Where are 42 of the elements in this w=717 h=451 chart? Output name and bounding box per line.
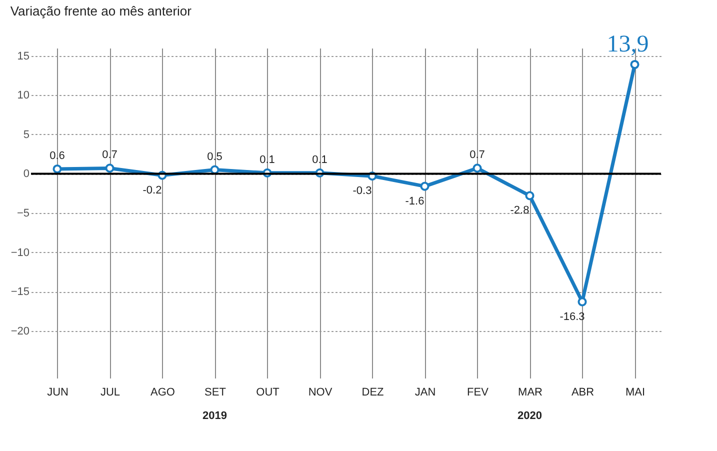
y-tick-label: −5	[16, 208, 30, 220]
data-label: -0.3	[352, 185, 372, 198]
point	[472, 164, 482, 173]
x-tick-label: JUL	[100, 386, 120, 398]
x-tick-label: AGO	[150, 386, 176, 398]
data-label: 0.7	[470, 149, 485, 162]
point	[578, 297, 587, 306]
y-tick-label: −15	[10, 286, 30, 298]
x-tick-label: NOV	[308, 386, 333, 398]
y-tick-label: 10	[17, 90, 30, 102]
point	[105, 164, 114, 173]
x-tick-label: SET	[204, 386, 226, 398]
data-label: -16.3	[560, 310, 585, 323]
data-label: -2.8	[510, 204, 530, 217]
chart-subtitle: Variação frente ao mês anterior	[10, 4, 192, 18]
x-tick-label: OUT	[256, 386, 280, 398]
x-tick-label: JAN	[414, 386, 436, 398]
y-tick-label: 5	[23, 128, 30, 141]
data-label: 0.1	[312, 154, 328, 166]
y-tick-label: −20	[10, 325, 30, 338]
x-tick-label: JUN	[47, 386, 68, 398]
y-tick-label: −10	[10, 246, 30, 259]
y-tick-label: 15	[17, 50, 30, 62]
data-label: -1.6	[405, 195, 424, 208]
data-label: 0.7	[102, 149, 118, 162]
text: 2020	[518, 410, 542, 422]
x-tick-label: FEV	[467, 386, 490, 398]
data-label: 0.1	[260, 154, 275, 166]
x-tick-label: MAR	[518, 386, 543, 398]
y-tick-label: 0	[23, 168, 30, 180]
data-label: 0.6	[50, 150, 65, 162]
text: 2019	[202, 410, 227, 422]
point	[525, 191, 534, 200]
point	[420, 182, 430, 191]
x-tick-label: DEZ	[362, 386, 384, 398]
x-tick-label: MAI	[625, 386, 646, 398]
data-label: 0.5	[207, 150, 222, 163]
data-label: -0.2	[142, 184, 162, 196]
x-tick-label: ABR	[571, 386, 594, 398]
point	[630, 60, 640, 70]
data-label: 13,9	[606, 32, 649, 58]
point	[52, 164, 62, 174]
